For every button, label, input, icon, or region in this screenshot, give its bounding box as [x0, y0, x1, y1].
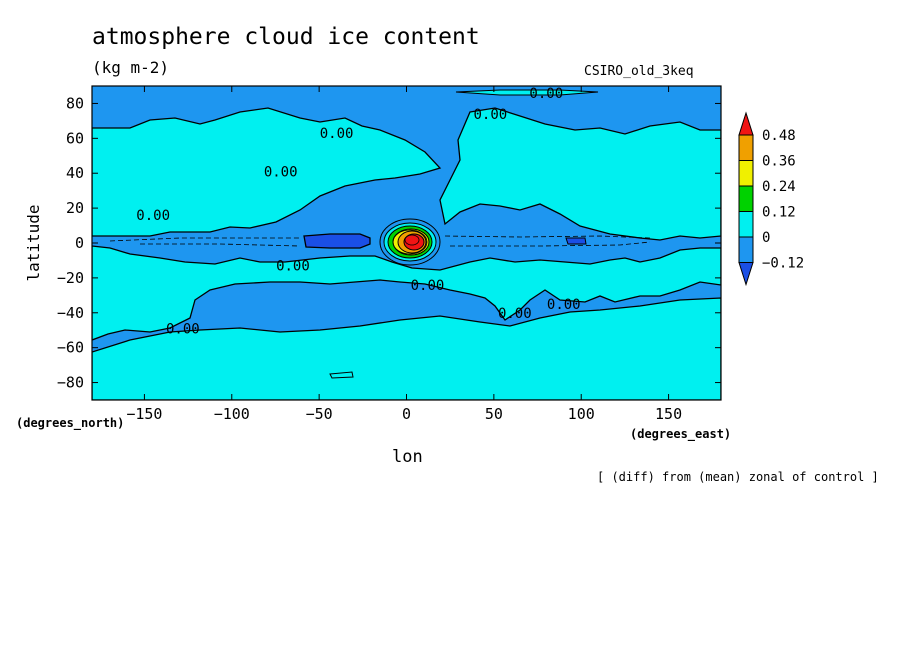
colorbar-label: 0 [762, 230, 770, 246]
colorbar: 0.48 0.36 0.24 0.12 0 −0.12 [738, 111, 804, 287]
y-tick-label: 40 [66, 164, 84, 182]
footnote: [ (diff) from (mean) zonal of control ] [597, 470, 879, 484]
colorbar-segment [738, 211, 754, 238]
x-tick-label: −50 [306, 405, 333, 423]
contour-label: 0.00 [320, 126, 354, 142]
y-tick-label: −20 [57, 269, 84, 287]
contour-labels: 0.00 0.00 0.00 0.00 0.00 0.00 0.00 0.00 0.00 0.00 [136, 86, 580, 338]
south-patch [329, 371, 354, 379]
y-tick-label: −60 [57, 339, 84, 357]
dashed-contour-east [444, 235, 651, 247]
y-tick-label: −80 [57, 374, 84, 392]
arctic-patch [455, 89, 599, 96]
small-negative-east [565, 237, 587, 245]
y-tick-label: 80 [66, 94, 84, 112]
x-tick-label: −100 [214, 405, 250, 423]
colorbar-label: 0.12 [762, 205, 796, 221]
colorbar-label: 0.36 [762, 154, 796, 170]
dashed-contour-west [109, 237, 301, 247]
colorbar-extend-top [738, 111, 754, 136]
y-tick-label: 0 [75, 234, 84, 252]
y-tick-label: −40 [57, 304, 84, 322]
contour-label: 0.00 [474, 107, 508, 123]
x-tick-label: 50 [485, 405, 503, 423]
x-tick-label: 150 [655, 405, 682, 423]
contour-label: 0.00 [166, 321, 200, 337]
cyan-region-northeast [439, 107, 721, 241]
x-tick-label: −150 [126, 405, 162, 423]
contour-label: 0.00 [498, 306, 532, 322]
contour-label: 0.00 [276, 259, 310, 275]
negative-band [303, 233, 371, 249]
y-axis: −80 −60 −40 −20 0 20 40 60 80 [57, 94, 721, 392]
colorbar-label: −0.12 [762, 256, 804, 272]
colorbar-segment [738, 185, 754, 212]
model-name: CSIRO_old_3keq [584, 64, 694, 79]
chart-units: (kg m-2) [92, 58, 170, 77]
colorbar-extend-bottom [738, 262, 754, 287]
contour-field [92, 86, 721, 400]
y-tick-label: 20 [66, 199, 84, 217]
colorbar-segment [738, 236, 754, 263]
x-tick-label: 100 [568, 405, 595, 423]
x-tick-label: 0 [402, 405, 411, 423]
contour-label: 0.00 [136, 208, 170, 224]
colorbar-segment [738, 134, 754, 161]
colorbar-segment [738, 160, 754, 187]
x-axis-label: lon [392, 447, 423, 467]
cyan-region-southern-ocean [92, 297, 721, 400]
y-unit-label: (degrees_north) [16, 416, 125, 430]
colorbar-label: 0.48 [762, 128, 796, 144]
x-axis: −150 −100 −50 0 50 100 150 [126, 86, 682, 423]
contour-label: 0.00 [411, 278, 445, 294]
contour-label: 0.00 [264, 164, 298, 180]
y-tick-label: 60 [66, 129, 84, 147]
contour-label: 0.00 [547, 297, 581, 313]
contour-label: 0.00 [529, 86, 563, 102]
x-unit-label: (degrees_east) [630, 427, 732, 441]
chart-title: atmosphere cloud ice content [92, 24, 480, 50]
cyan-region-north [92, 107, 442, 237]
central-anomaly [379, 218, 441, 266]
cyan-region-south [92, 245, 721, 341]
colorbar-label: 0.24 [762, 179, 796, 195]
